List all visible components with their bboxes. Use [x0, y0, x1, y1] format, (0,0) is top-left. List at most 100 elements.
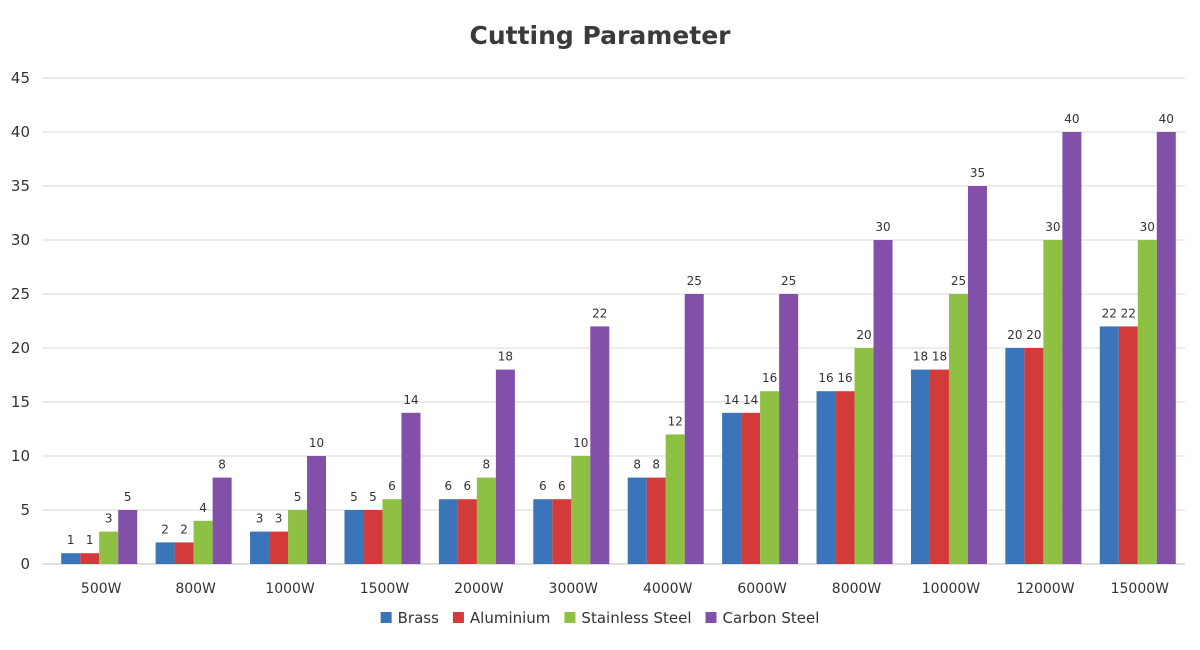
bar-carbon-steel-4000w — [684, 294, 704, 564]
bar-brass-10000w — [910, 369, 930, 564]
chart-title: Cutting Parameter — [470, 21, 732, 50]
bar-brass-2000w — [438, 499, 458, 564]
data-label: 40 — [1159, 112, 1174, 126]
x-tick-label: 1000W — [265, 581, 315, 597]
bar-carbon-steel-1000w — [307, 456, 327, 564]
bar-stainless-steel-12000w — [1043, 240, 1063, 564]
y-tick-label: 25 — [11, 285, 30, 303]
data-label: 30 — [1140, 220, 1155, 234]
data-label: 6 — [558, 479, 566, 493]
x-tick-label: 2000W — [454, 581, 504, 597]
x-tick-label: 15000W — [1111, 581, 1170, 597]
data-label: 5 — [124, 490, 132, 504]
data-label: 16 — [762, 371, 777, 385]
legend-item-carbon-steel: Carbon Steel — [705, 609, 819, 627]
data-label: 8 — [633, 458, 641, 472]
y-tick-label: 30 — [11, 231, 30, 249]
data-label: 10 — [309, 436, 324, 450]
data-label: 18 — [913, 350, 928, 364]
y-tick-label: 10 — [11, 447, 30, 465]
bar-carbon-steel-15000w — [1156, 132, 1176, 564]
bar-carbon-steel-12000w — [1062, 132, 1082, 564]
x-tick-label: 10000W — [922, 581, 981, 597]
bar-aluminium-12000w — [1024, 348, 1044, 564]
data-label: 30 — [875, 220, 890, 234]
data-label: 5 — [369, 490, 377, 504]
bar-stainless-steel-2000w — [476, 477, 496, 564]
data-label: 4 — [199, 501, 207, 515]
data-label: 35 — [970, 166, 985, 180]
data-label: 5 — [350, 490, 358, 504]
data-label: 6 — [464, 479, 472, 493]
x-axis-categories: 500W 800W 1000W 1500W 2000W 3000W 4000W 6000W 80… — [81, 581, 1169, 597]
data-label: 14 — [743, 393, 758, 407]
data-label: 8 — [652, 458, 660, 472]
legend-label: Stainless Steel — [581, 609, 691, 627]
bar-carbon-steel-3000w — [590, 326, 610, 564]
data-label: 22 — [592, 306, 607, 320]
bar-brass-12000w — [1005, 348, 1025, 564]
y-tick-label: 45 — [11, 69, 30, 87]
y-tick-label: 15 — [11, 393, 30, 411]
x-tick-label: 12000W — [1016, 581, 1075, 597]
bar-carbon-steel-500w — [118, 510, 138, 564]
gridlines — [42, 77, 1185, 565]
data-label: 6 — [539, 479, 547, 493]
bar-stainless-steel-6000w — [760, 391, 780, 564]
data-label: 2 — [161, 522, 169, 536]
data-label: 22 — [1121, 306, 1136, 320]
bar-aluminium-1000w — [269, 531, 289, 564]
legend-swatch — [564, 612, 576, 623]
y-tick-label: 35 — [11, 177, 30, 195]
legend-item-stainless-steel: Stainless Steel — [564, 609, 692, 627]
data-label: 25 — [687, 274, 702, 288]
y-tick-label: 0 — [20, 555, 30, 573]
bar-aluminium-3000w — [552, 499, 572, 564]
data-label: 1 — [86, 533, 94, 547]
bars — [61, 132, 1176, 564]
bar-aluminium-500w — [80, 553, 100, 564]
x-tick-label: 8000W — [832, 581, 882, 597]
legend-item-brass: Brass — [380, 609, 439, 627]
data-label: 14 — [403, 393, 418, 407]
bar-carbon-steel-6000w — [779, 294, 799, 564]
bar-aluminium-2000w — [457, 499, 477, 564]
data-label: 2 — [180, 522, 188, 536]
data-label: 18 — [498, 350, 513, 364]
y-tick-label: 20 — [11, 339, 30, 357]
x-tick-label: 6000W — [737, 581, 787, 597]
y-tick-label: 5 — [20, 501, 30, 519]
legend-label: Aluminium — [470, 609, 551, 627]
legend-swatch — [705, 612, 717, 623]
bar-aluminium-4000w — [646, 477, 666, 564]
bar-carbon-steel-2000w — [495, 369, 515, 564]
bar-stainless-steel-500w — [99, 531, 119, 564]
bar-aluminium-10000w — [929, 369, 949, 564]
bar-stainless-steel-15000w — [1137, 240, 1157, 564]
data-label: 25 — [781, 274, 796, 288]
x-tick-label: 1500W — [360, 581, 410, 597]
bar-aluminium-6000w — [741, 412, 761, 564]
bar-brass-800w — [155, 542, 175, 564]
bar-carbon-steel-10000w — [967, 186, 987, 564]
bar-aluminium-1500w — [363, 510, 383, 564]
data-label: 18 — [932, 350, 947, 364]
y-tick-label: 40 — [11, 123, 30, 141]
data-label: 8 — [218, 458, 226, 472]
bar-brass-1000w — [250, 531, 270, 564]
data-label: 3 — [105, 512, 113, 526]
bar-stainless-steel-1000w — [288, 510, 308, 564]
data-label: 6 — [388, 479, 396, 493]
bar-brass-8000w — [816, 391, 836, 564]
data-label: 25 — [951, 274, 966, 288]
legend-swatch — [380, 612, 392, 623]
bar-aluminium-8000w — [835, 391, 855, 564]
bar-stainless-steel-800w — [193, 520, 213, 564]
x-tick-label: 4000W — [643, 581, 693, 597]
bar-brass-500w — [61, 553, 81, 564]
x-tick-label: 500W — [81, 581, 122, 597]
data-label: 3 — [275, 512, 283, 526]
bar-brass-1500w — [344, 510, 364, 564]
